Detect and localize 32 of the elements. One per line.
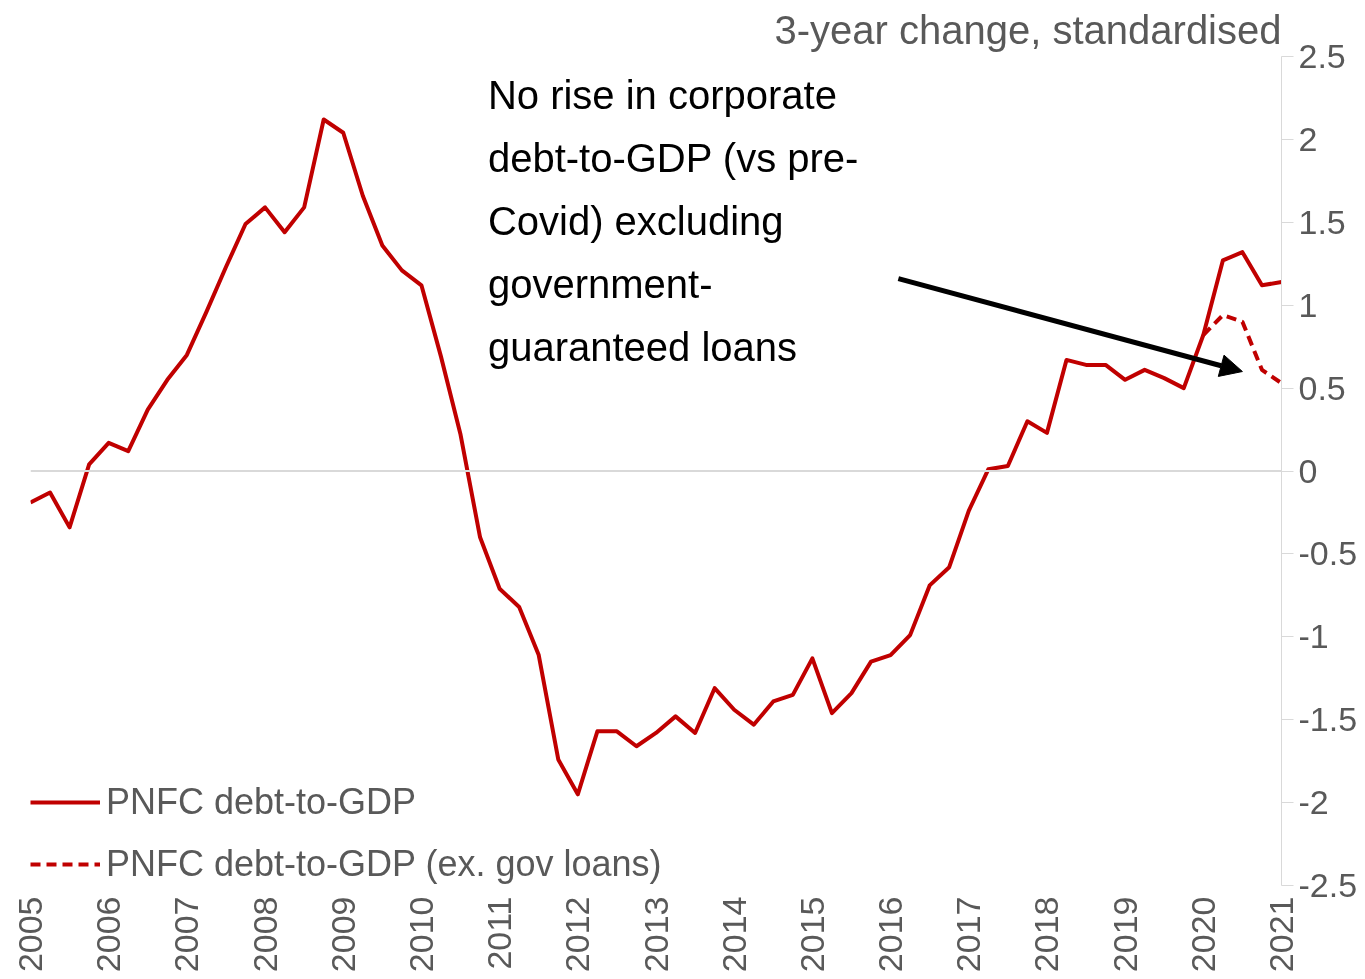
x-tick-label: 2005 bbox=[11, 896, 49, 973]
x-tick-label: 2014 bbox=[714, 896, 753, 973]
y-tick-label: 0 bbox=[1298, 451, 1318, 490]
x-tick-label: 2018 bbox=[1027, 896, 1066, 973]
x-tick-label: 2013 bbox=[636, 896, 675, 973]
x-tick-label: 2017 bbox=[949, 896, 988, 973]
x-tick-label: 2011 bbox=[480, 896, 519, 970]
y-tick-label: -2 bbox=[1298, 783, 1329, 822]
y-tick-label: 2.5 bbox=[1298, 37, 1346, 75]
x-tick-label: 2015 bbox=[792, 896, 831, 973]
annotation: No rise in corporate debt-to-GDP (vs pre-Covid) excluding government-guaranteed loans bbox=[487, 73, 859, 370]
x-tick-label: 2008 bbox=[245, 896, 284, 973]
y-tick-label: 1 bbox=[1298, 285, 1318, 324]
x-tick-label: 2007 bbox=[167, 896, 206, 973]
y-tick-label: -2.5 bbox=[1298, 866, 1358, 904]
x-tick-label: 2006 bbox=[89, 896, 128, 973]
y-tick-label: -0.5 bbox=[1298, 534, 1358, 573]
y-tick-label: -1 bbox=[1298, 617, 1329, 656]
y-axis-title: 3-year change, standardised bbox=[774, 7, 1282, 52]
legend-label: PNFC debt-to-GDP bbox=[106, 781, 417, 823]
legend-label: PNFC debt-to-GDP (ex. gov loans) bbox=[106, 843, 662, 885]
x-tick-label: 2012 bbox=[558, 896, 597, 973]
y-tick-label: 2 bbox=[1298, 119, 1318, 158]
y-tick-label: -1.5 bbox=[1298, 700, 1358, 739]
y-tick-label: 0.5 bbox=[1298, 368, 1346, 407]
x-tick-label: 2021 bbox=[1262, 896, 1300, 973]
x-tick-label: 2016 bbox=[871, 896, 910, 973]
x-tick-label: 2010 bbox=[401, 896, 440, 973]
x-tick-label: 2019 bbox=[1105, 896, 1144, 973]
y-tick-label: 1.5 bbox=[1298, 202, 1346, 241]
x-tick-label: 2020 bbox=[1183, 896, 1222, 973]
x-tick-label: 2009 bbox=[323, 896, 362, 973]
